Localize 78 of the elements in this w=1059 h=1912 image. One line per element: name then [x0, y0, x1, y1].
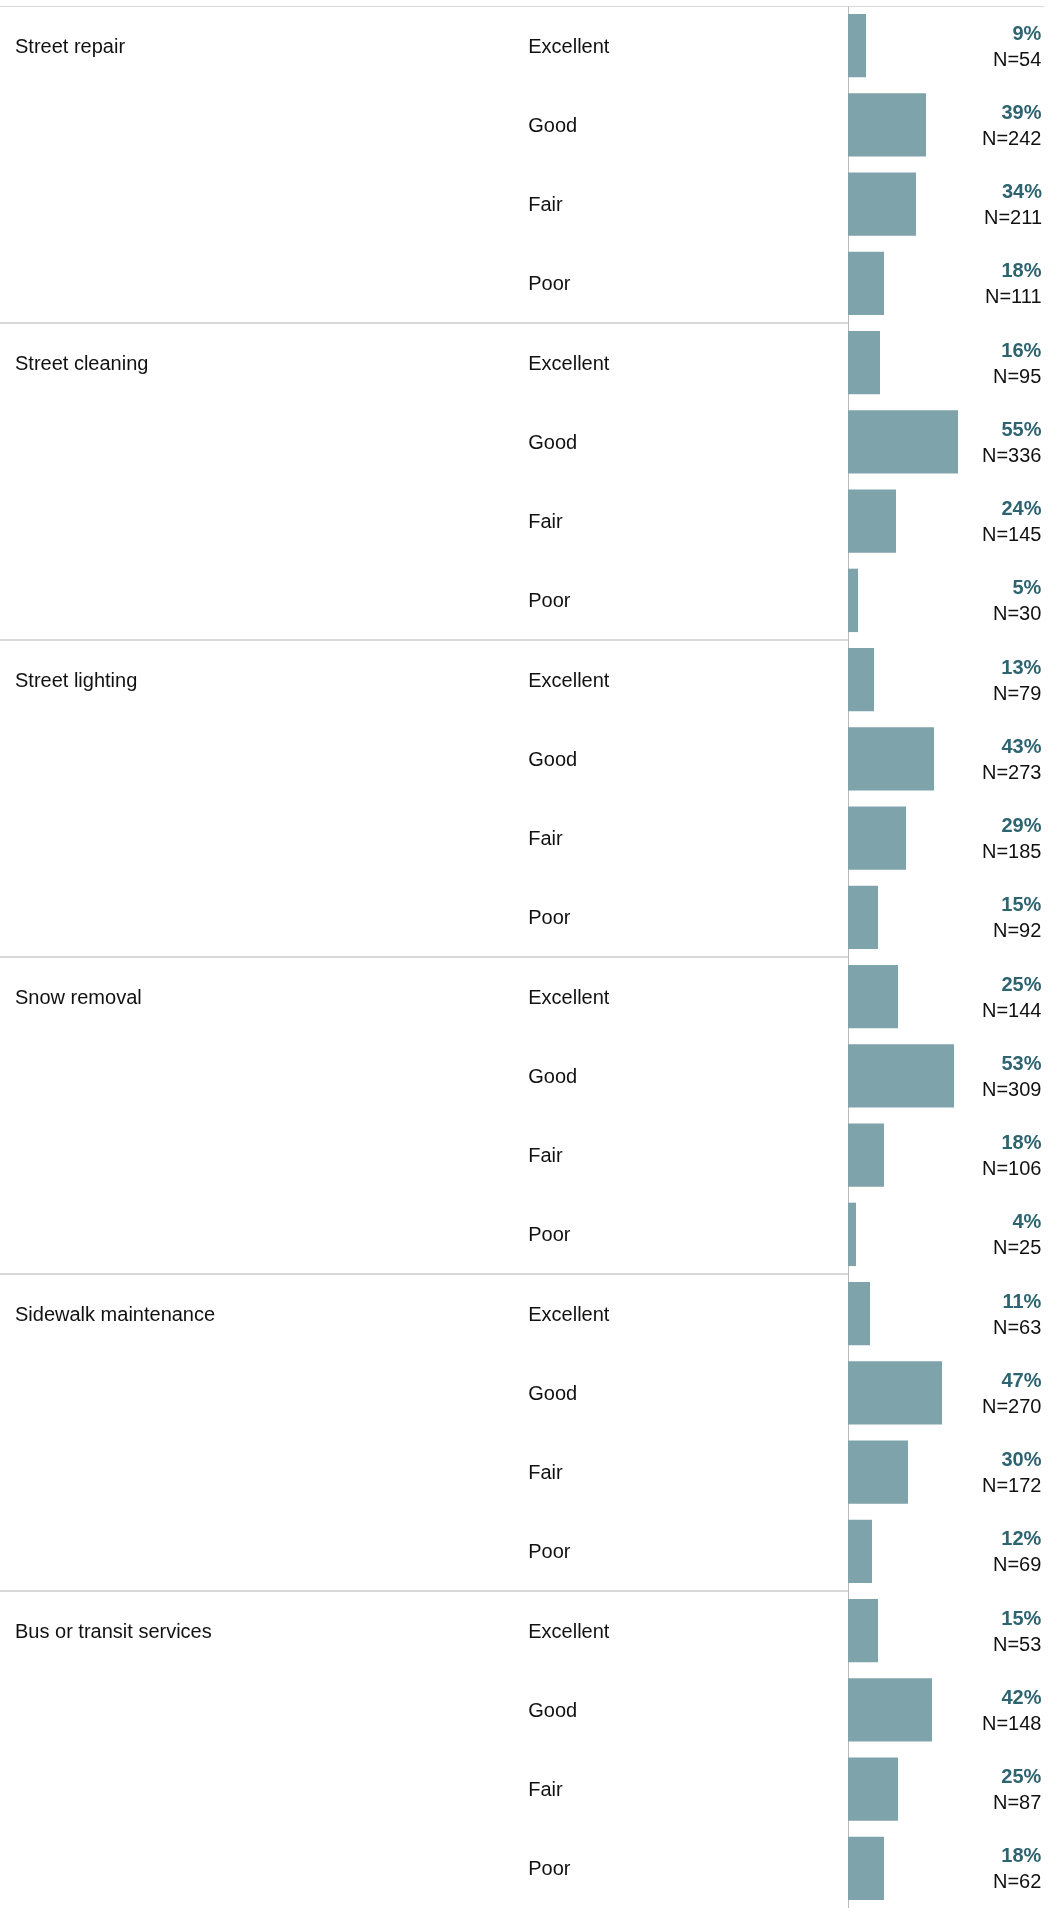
y-tick-label: Poor — [528, 1540, 571, 1563]
data-label: 30% N=172 — [982, 1448, 1042, 1496]
bar — [848, 806, 906, 870]
y-tick-label: Poor — [528, 1857, 571, 1880]
y-tick-label: Fair — [528, 510, 563, 533]
text: Street lighting — [15, 669, 138, 691]
bar — [848, 489, 896, 553]
bar — [848, 1202, 856, 1267]
bar — [848, 1440, 908, 1504]
bar — [848, 1123, 884, 1187]
bar — [848, 172, 916, 236]
y-tick-label: Poor — [528, 906, 571, 929]
bar — [848, 885, 878, 950]
y-tick-label: Fair — [528, 193, 563, 216]
text: Street cleaning — [15, 352, 149, 374]
text: Snow removal — [15, 986, 142, 1008]
bar — [848, 13, 866, 78]
data-label: 18% N=106 — [982, 1131, 1042, 1179]
text: Bus or transit services — [15, 1620, 212, 1642]
bar — [848, 1836, 884, 1901]
bar — [848, 1598, 878, 1663]
text: Sidewalk maintenance — [15, 1303, 216, 1325]
bar — [848, 568, 858, 633]
y-tick-label: Good — [528, 430, 578, 453]
bar — [848, 330, 880, 395]
data-label: 43% N=273 — [982, 735, 1042, 783]
y-tick-label: Good — [528, 113, 578, 136]
data-label: 13% N=79 — [993, 656, 1042, 704]
data-label: 12% N=69 — [993, 1527, 1042, 1575]
data-label: 42% N=148 — [982, 1686, 1042, 1734]
bar — [848, 1361, 942, 1425]
y-tick-label: Fair — [528, 1461, 563, 1484]
y-tick-label: Good — [528, 1064, 578, 1087]
y-tick-label: Excellent — [528, 668, 610, 691]
y-tick-label: Good — [528, 1381, 578, 1404]
bar — [848, 93, 926, 157]
data-label: 24% N=145 — [982, 497, 1042, 545]
y-tick-label: Fair — [528, 1144, 563, 1167]
data-label: 18% N=111 — [985, 259, 1042, 307]
y-tick-label: Excellent — [528, 34, 610, 57]
y-tick-label: Excellent — [528, 351, 610, 374]
y-tick-label: Fair — [528, 827, 563, 850]
y-tick-label: Poor — [528, 1223, 571, 1246]
data-label: 11% N=63 — [993, 1290, 1042, 1338]
text: Street repair — [15, 35, 126, 57]
data-label: 15% N=92 — [993, 893, 1042, 941]
bar — [848, 251, 884, 316]
data-label: 53% N=309 — [982, 1052, 1042, 1100]
bar — [848, 1281, 870, 1346]
y-tick-label: Good — [528, 1698, 578, 1721]
bar — [848, 1519, 872, 1584]
y-tick-label: Excellent — [528, 1619, 610, 1642]
data-label: 16% N=95 — [993, 339, 1042, 387]
bar — [848, 1044, 954, 1108]
data-label: 4% N=25 — [993, 1210, 1042, 1258]
bar — [848, 647, 874, 712]
data-label: 9% N=54 — [993, 22, 1042, 70]
y-tick-label: Excellent — [528, 1302, 610, 1325]
y-tick-label: Excellent — [528, 985, 610, 1008]
data-label: 39% N=242 — [982, 101, 1042, 149]
bar — [848, 1757, 898, 1821]
data-label: 25% N=87 — [993, 1765, 1042, 1813]
data-label: 34% N=211 — [984, 180, 1043, 228]
y-tick-label: Fair — [528, 1778, 563, 1801]
y-tick-label: Poor — [528, 272, 571, 295]
bar — [848, 410, 958, 474]
data-label: 29% N=185 — [982, 814, 1042, 862]
data-label: 55% N=336 — [982, 418, 1042, 466]
data-label: 5% N=30 — [993, 576, 1042, 624]
y-tick-label: Good — [528, 747, 578, 770]
data-label: 47% N=270 — [982, 1369, 1042, 1417]
data-label: 18% N=62 — [993, 1844, 1042, 1892]
data-label: 25% N=144 — [982, 973, 1042, 1021]
bar — [848, 1678, 932, 1742]
data-label: 15% N=53 — [993, 1607, 1042, 1655]
bar — [848, 964, 898, 1029]
bar — [848, 727, 934, 791]
y-tick-label: Poor — [528, 589, 571, 612]
